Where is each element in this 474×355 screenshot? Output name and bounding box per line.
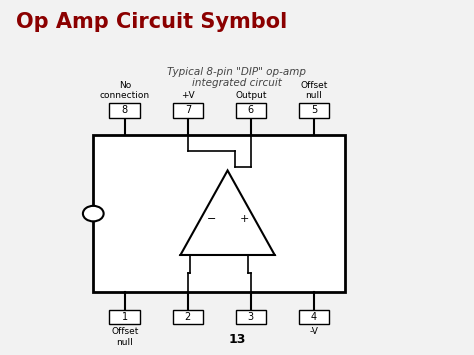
Bar (299, 103, 329, 118)
Text: +V: +V (181, 91, 195, 100)
Text: Op Amp Circuit Symbol: Op Amp Circuit Symbol (16, 12, 287, 32)
Text: 6: 6 (248, 105, 254, 115)
Bar (93, 135, 346, 292)
Text: Offset
null: Offset null (300, 81, 328, 100)
Polygon shape (181, 170, 275, 255)
Bar (109, 103, 140, 118)
Bar (109, 310, 140, 324)
Text: 3: 3 (248, 312, 254, 322)
Text: +: + (239, 214, 249, 224)
Text: -V: -V (310, 327, 319, 336)
Circle shape (83, 206, 104, 222)
Text: Output: Output (235, 91, 266, 100)
Text: Typical 8-pin "DIP" op-amp
integrated circuit: Typical 8-pin "DIP" op-amp integrated ci… (167, 66, 307, 88)
Text: −: − (206, 214, 216, 224)
Text: 4: 4 (311, 312, 317, 322)
Text: No
connection: No connection (100, 81, 150, 100)
Bar (173, 103, 203, 118)
Text: Offset
null: Offset null (111, 327, 138, 346)
Text: 5: 5 (311, 105, 317, 115)
Text: 7: 7 (185, 105, 191, 115)
Text: 8: 8 (122, 105, 128, 115)
Text: 13: 13 (228, 333, 246, 346)
Text: 1: 1 (122, 312, 128, 322)
Text: 2: 2 (185, 312, 191, 322)
Bar (299, 310, 329, 324)
Bar (236, 103, 266, 118)
Bar (236, 310, 266, 324)
Bar (173, 310, 203, 324)
